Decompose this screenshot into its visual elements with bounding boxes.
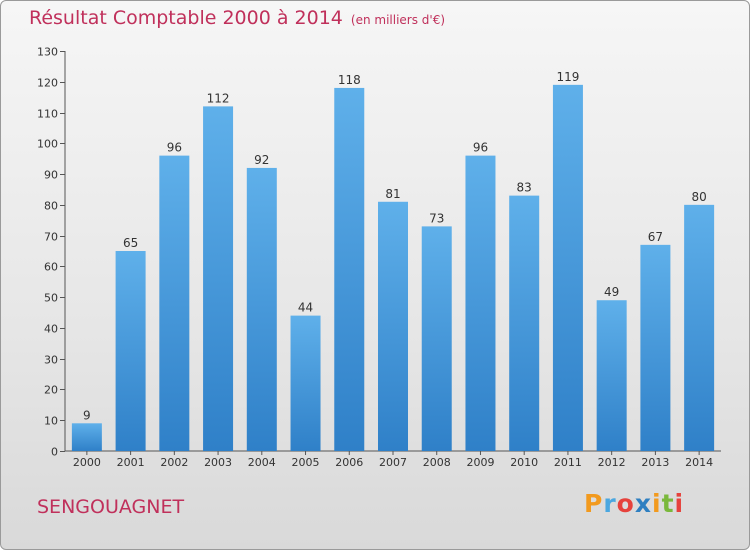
bar-value-label: 96 (167, 141, 182, 155)
logo-letter: P (584, 489, 604, 518)
x-tick-label: 2008 (423, 456, 451, 469)
chart-subtitle: (en milliers d'€) (350, 13, 446, 27)
bar-value-label: 67 (648, 230, 663, 244)
logo-letter: o (616, 489, 635, 518)
x-tick-label: 2012 (598, 456, 626, 469)
bar-value-label: 92 (254, 153, 269, 167)
bar (334, 87, 365, 451)
bar-value-label: 65 (123, 236, 138, 250)
bar-value-label: 73 (429, 211, 444, 225)
bar (640, 244, 671, 451)
bar (552, 84, 583, 451)
bar-value-label: 96 (473, 141, 488, 155)
logo-letter: i (674, 489, 685, 518)
x-tick-label: 2000 (73, 456, 101, 469)
bar-value-label: 9 (83, 408, 91, 422)
chart-title: Résultat Comptable 2000 à 2014 (en millie… (29, 7, 445, 29)
bar-value-label: 83 (517, 181, 532, 195)
x-tick-label: 2004 (248, 456, 276, 469)
y-tick-label: 90 (44, 169, 58, 182)
y-tick-label: 80 (44, 200, 58, 213)
bar (596, 300, 627, 451)
bar (465, 155, 496, 451)
y-tick-label: 130 (37, 46, 58, 59)
bar-value-label: 112 (207, 91, 230, 105)
y-tick-label: 60 (44, 261, 58, 274)
y-tick-label: 120 (37, 77, 58, 90)
bar (684, 204, 715, 451)
y-tick-label: 10 (44, 415, 58, 428)
bar-value-label: 81 (385, 187, 400, 201)
bar-value-label: 44 (298, 301, 313, 315)
x-tick-label: 2011 (554, 456, 582, 469)
y-tick-label: 110 (37, 108, 58, 121)
logo-letter: i (652, 489, 662, 518)
proxiti-logo: Proxiti (584, 489, 684, 518)
y-tick-label: 70 (44, 231, 58, 244)
bar (115, 251, 146, 451)
commune-name: SENGOUAGNET (37, 496, 185, 518)
bar-value-label: 80 (691, 190, 706, 204)
bar (246, 167, 277, 451)
x-tick-label: 2003 (204, 456, 232, 469)
logo-letter: r (603, 489, 617, 518)
x-tick-label: 2001 (117, 456, 145, 469)
bar-value-label: 118 (338, 73, 361, 87)
bar (203, 106, 234, 451)
bar (421, 226, 452, 451)
y-tick-label: 0 (51, 446, 58, 459)
x-tick-label: 2005 (292, 456, 320, 469)
logo-letter: t (661, 489, 675, 518)
x-tick-label: 2002 (160, 456, 188, 469)
y-tick-label: 50 (44, 292, 58, 305)
logo-letter: x (634, 489, 652, 518)
x-tick-label: 2010 (510, 456, 538, 469)
x-tick-label: 2007 (379, 456, 407, 469)
bar (71, 423, 102, 451)
bar-value-label: 119 (556, 70, 579, 84)
chart-title-text: Résultat Comptable 2000 à 2014 (29, 7, 343, 29)
bar (159, 155, 190, 451)
bar-value-label: 49 (604, 285, 619, 299)
x-tick-label: 2014 (685, 456, 713, 469)
x-tick-label: 2009 (466, 456, 494, 469)
y-tick-label: 30 (44, 354, 58, 367)
bar (378, 201, 408, 451)
bar (509, 195, 540, 451)
x-tick-label: 2006 (335, 456, 363, 469)
y-tick-label: 100 (37, 138, 58, 151)
bar (290, 315, 321, 451)
y-tick-label: 40 (44, 323, 58, 336)
x-tick-label: 2013 (641, 456, 669, 469)
y-tick-label: 20 (44, 384, 58, 397)
